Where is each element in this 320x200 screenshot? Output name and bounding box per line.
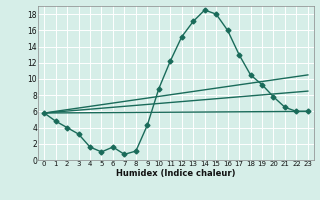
X-axis label: Humidex (Indice chaleur): Humidex (Indice chaleur) xyxy=(116,169,236,178)
